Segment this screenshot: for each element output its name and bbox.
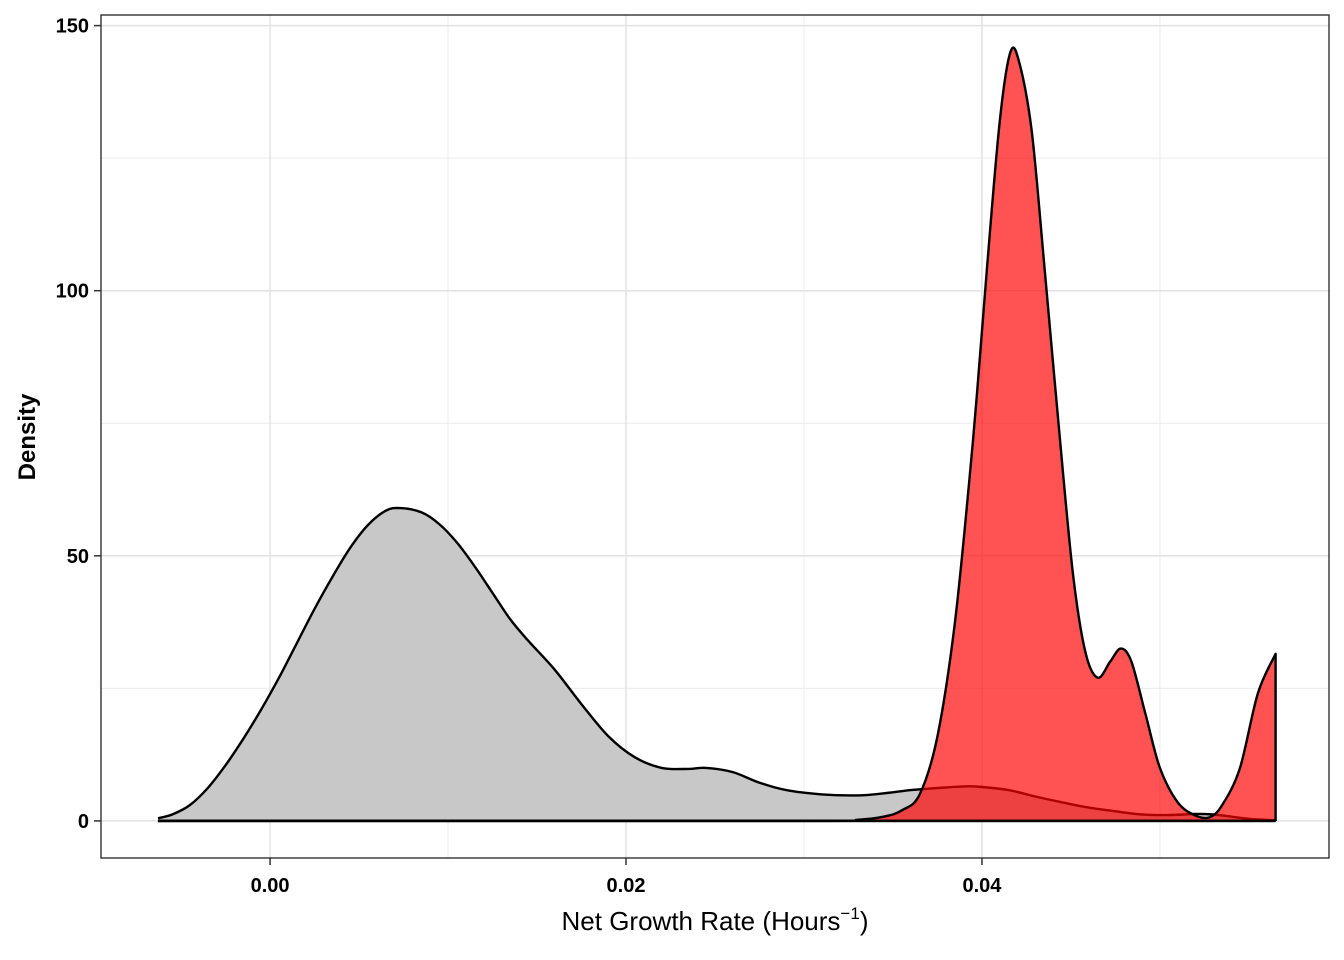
x-axis-title-exponent: −1 [840,904,859,923]
series-1-outline [157,46,1277,823]
x-axis-title-main: Net Growth Rate [562,906,756,936]
y-tick-label: 0 [78,811,89,833]
density-series [157,46,1277,823]
y-tick-label: 150 [56,16,89,38]
series-0-area [158,507,1276,821]
x-tick-label: 0.04 [962,875,1002,897]
x-tick-label: 0.00 [251,875,290,897]
x-axis-title-unit: Hours [771,906,840,936]
x-axis-title: Net Growth Rate (Hours−1) [562,904,869,936]
panel-border [100,14,1330,859]
series-1-area [158,47,1276,821]
x-axis-title-open-paren: ( [762,906,771,936]
y-tick-label: 50 [67,546,89,568]
axes: 0.00 0.02 0.04 0 50 100 150 [56,16,1003,897]
y-axis-title: Density [14,393,41,480]
y-tick-label: 100 [56,281,89,303]
x-tick-label: 0.02 [607,875,646,897]
x-axis-title-close-paren: ) [860,906,869,936]
